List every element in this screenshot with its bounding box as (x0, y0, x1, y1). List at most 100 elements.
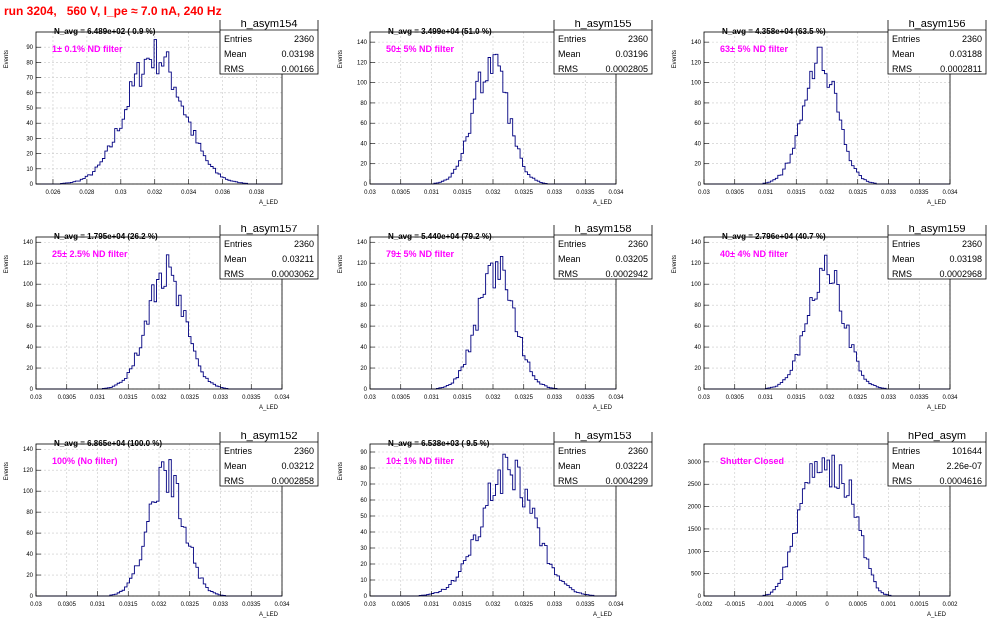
stats-title: h_asym156 (909, 20, 966, 30)
y-tick-label: 0 (364, 594, 368, 600)
stats-label-entries: Entries (558, 239, 587, 249)
y-tick-label: 0 (698, 594, 702, 600)
y-tick-label: 60 (694, 324, 701, 330)
stats-value-rms: 0.0004616 (939, 476, 982, 486)
y-tick-label: 20 (26, 366, 33, 372)
y-tick-label: 140 (23, 447, 34, 453)
x-tick-label: 0.0325 (515, 602, 534, 608)
stats-value-rms: 0.0002805 (605, 64, 648, 74)
navg-label: N_avg = 4.358e+04 (63.5 %) (722, 27, 826, 36)
y-tick-label: 100 (23, 489, 34, 495)
y-tick-label: 40 (694, 141, 701, 147)
y-tick-label: 60 (26, 531, 33, 537)
x-tick-label: 0.0315 (453, 190, 472, 196)
x-tick-label: 0.034 (274, 395, 290, 401)
x-tick-label: 0.0335 (910, 395, 929, 401)
x-tick-label: 0.0315 (119, 395, 138, 401)
y-tick-label: 120 (357, 261, 368, 267)
y-tick-label: 80 (694, 101, 701, 107)
y-tick-label: 140 (357, 40, 368, 46)
y-axis-label: Events (4, 462, 10, 480)
x-tick-label: 0.0325 (181, 395, 200, 401)
y-tick-label: 80 (360, 466, 367, 472)
x-tick-label: 0.03 (698, 395, 710, 401)
x-tick-label: 0.03 (364, 190, 376, 196)
y-tick-label: 2500 (688, 482, 702, 488)
y-tick-label: 1000 (688, 549, 702, 555)
stats-label-rms: RMS (224, 269, 244, 279)
y-tick-label: 10 (360, 578, 367, 584)
x-tick-label: 0.0325 (181, 602, 200, 608)
y-tick-label: 30 (360, 546, 367, 552)
y-tick-label: 0 (698, 182, 702, 188)
stats-label-mean: Mean (224, 49, 247, 59)
x-tick-label: 0.034 (608, 602, 624, 608)
stats-box (553, 427, 653, 487)
filter-label: Shutter Closed (720, 456, 784, 466)
x-tick-label: 0.03 (698, 190, 710, 196)
y-tick-label: 140 (23, 240, 34, 246)
y-tick-label: 0 (364, 182, 368, 188)
histogram-plot: -0.002 -0.0015 -0.001 -0.0005 0 0.0005 0.001 0.… (688, 427, 987, 618)
y-tick-label: 100 (23, 282, 34, 288)
x-tick-label: -0.002 (695, 602, 713, 608)
stats-label-entries: Entries (558, 34, 587, 44)
x-tick-label: 0.032 (819, 395, 835, 401)
histogram-plot: 0.03 0.0305 0.031 0.0315 0.032 0.0325 0.033 0.0… (338, 15, 653, 206)
y-tick-label: 2000 (688, 505, 702, 511)
y-tick-label: 20 (360, 562, 367, 568)
y-tick-label: 140 (691, 240, 702, 246)
y-tick-label: 80 (26, 60, 33, 66)
y-tick-label: 80 (26, 510, 33, 516)
x-tick-label: 0.0305 (392, 602, 411, 608)
y-tick-label: 50 (26, 106, 33, 112)
x-tick-label: 0.032 (819, 190, 835, 196)
y-tick-label: 60 (694, 121, 701, 127)
x-tick-label: 0.032 (485, 190, 501, 196)
stats-value-entries: 2360 (294, 446, 314, 456)
stats-value-entries: 2360 (628, 446, 648, 456)
y-tick-label: 10 (26, 167, 33, 173)
x-axis-label: A_LED (593, 200, 613, 206)
histogram-line (704, 454, 950, 597)
x-axis-label: A_LED (927, 200, 947, 206)
navg-label: N_avg = 3.499e+04 (51.0 %) (388, 27, 492, 36)
stats-value-rms: 0.0002811 (940, 64, 982, 74)
x-tick-label: 0.0315 (787, 190, 806, 196)
navg-label: N_avg = 2.796e+04 (40.7 %) (722, 232, 826, 241)
stats-label-rms: RMS (558, 269, 578, 279)
stats-value-entries: 2360 (628, 34, 648, 44)
x-tick-label: 0.0335 (576, 190, 595, 196)
histogram-panel: 0.03 0.0305 0.031 0.0315 0.032 0.0325 0.033 0.0… (668, 15, 996, 218)
x-axis-label: A_LED (593, 612, 613, 618)
y-tick-label: 70 (360, 482, 367, 488)
stats-value-entries: 101644 (952, 446, 982, 456)
y-tick-label: 20 (360, 162, 367, 168)
filter-label: 79± 5% ND filter (386, 249, 454, 259)
x-tick-label: 0.033 (547, 190, 563, 196)
y-tick-label: 40 (694, 345, 701, 351)
stats-value-entries: 2360 (294, 34, 314, 44)
stats-value-rms: 0.00166 (281, 64, 314, 74)
histogram-plot: 0.03 0.0305 0.031 0.0315 0.032 0.0325 0.033 0.0… (4, 220, 319, 411)
x-tick-label: 0.0315 (787, 395, 806, 401)
y-axis-label: Events (338, 255, 344, 273)
x-tick-label: 0.036 (215, 190, 231, 196)
stats-value-rms: 0.0002858 (271, 476, 314, 486)
stats-label-entries: Entries (892, 239, 921, 249)
x-tick-label: 0.033 (881, 190, 897, 196)
x-tick-label: 0.034 (942, 190, 958, 196)
x-tick-label: -0.001 (757, 602, 775, 608)
x-axis-label: A_LED (259, 405, 279, 411)
x-tick-label: 0.0305 (58, 602, 77, 608)
histogram-plot: 0.03 0.0305 0.031 0.0315 0.032 0.0325 0.033 0.0… (338, 220, 653, 411)
y-tick-label: 140 (357, 240, 368, 246)
stats-label-mean: Mean (892, 254, 915, 264)
y-tick-label: 40 (360, 345, 367, 351)
x-tick-label: 0.031 (424, 190, 440, 196)
y-tick-label: 0 (30, 594, 34, 600)
x-tick-label: -0.0015 (725, 602, 746, 608)
stats-label-rms: RMS (224, 64, 244, 74)
y-tick-label: 90 (26, 45, 33, 51)
y-tick-label: 120 (357, 60, 368, 66)
